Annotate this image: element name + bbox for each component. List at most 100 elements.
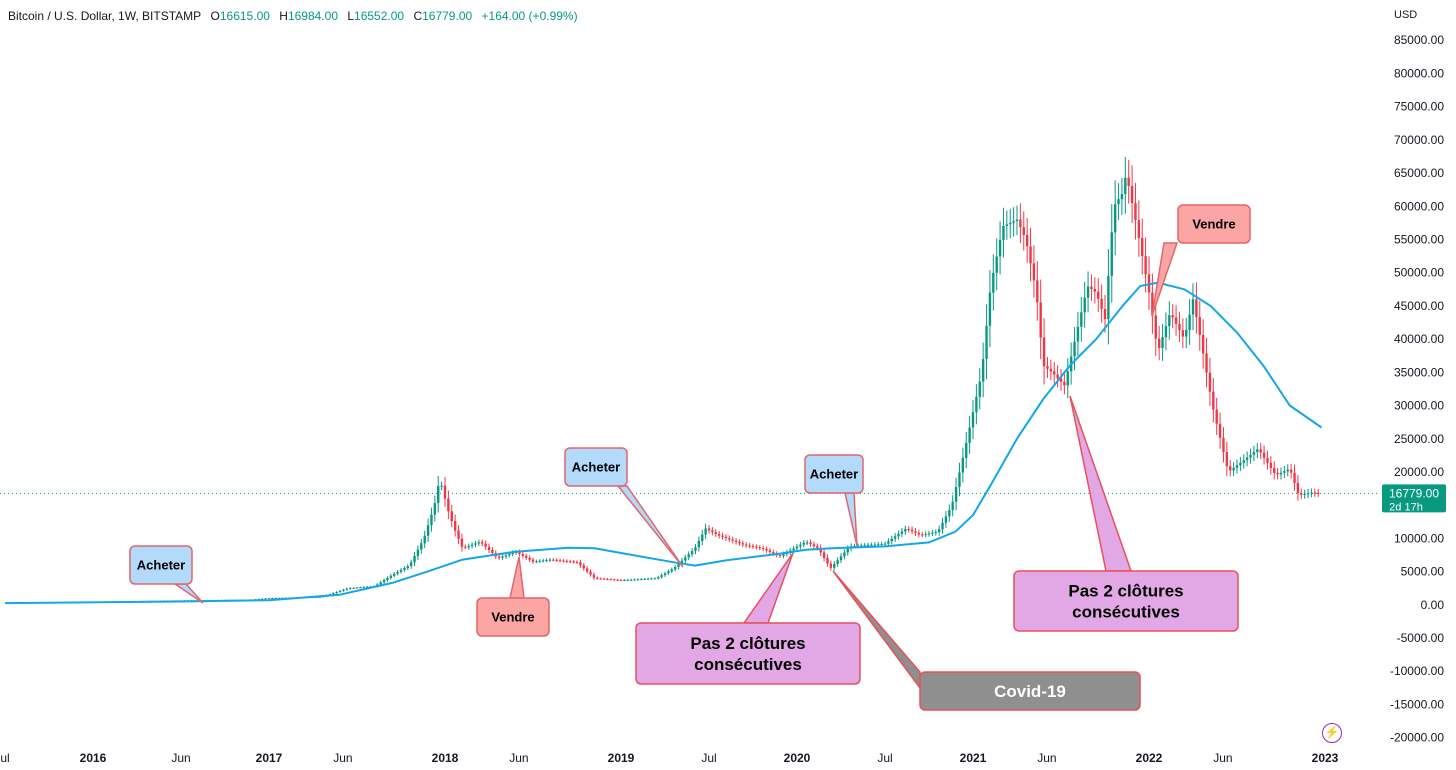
candle-body <box>792 548 795 551</box>
candle-body <box>477 542 481 544</box>
candle-body <box>1171 315 1174 318</box>
candle-body <box>589 571 592 575</box>
annotation-sell: Vendre <box>1151 204 1251 317</box>
candle-body <box>992 272 995 293</box>
x-tick-label: 2017 <box>256 751 283 765</box>
annotation-buy: Acheter <box>564 447 684 568</box>
candle-body <box>1141 237 1144 257</box>
currency-label: USD <box>1394 9 1418 21</box>
candle-body <box>525 555 528 558</box>
y-tick-label: 20000.00 <box>1394 465 1444 479</box>
candle-body <box>917 532 921 535</box>
candle-body <box>653 578 657 580</box>
candle-body <box>501 556 504 558</box>
candle-body <box>684 557 687 561</box>
annotation-pointer <box>509 556 525 599</box>
candle-body <box>745 544 748 546</box>
lightning-icon[interactable]: ⚡ <box>1322 723 1342 743</box>
candle-body <box>1188 314 1191 330</box>
candle-body <box>1174 317 1178 324</box>
candle-body <box>1117 199 1120 205</box>
candle-body <box>680 560 684 564</box>
candle-body <box>1093 289 1097 292</box>
annotation-pointer <box>844 492 858 547</box>
candle-body <box>349 588 352 590</box>
candle-body <box>1313 492 1317 494</box>
candle-body <box>1201 335 1205 354</box>
candle-body <box>965 442 968 458</box>
candle-body <box>985 325 988 360</box>
candle-body <box>751 546 755 548</box>
candle-body <box>409 562 413 567</box>
candle-body <box>629 579 633 581</box>
y-tick-label: -15000.00 <box>1390 697 1444 711</box>
candle-body <box>1012 221 1015 223</box>
annotation-pointer <box>742 552 794 624</box>
open-label: O <box>210 9 220 23</box>
candle-body <box>687 554 690 558</box>
x-tick-label: Jun <box>171 751 190 765</box>
candle-body <box>552 559 555 561</box>
candle-body <box>690 551 694 555</box>
candle-body <box>1252 452 1256 455</box>
candle-body <box>636 579 640 581</box>
candle-body <box>657 577 660 579</box>
annotation-box <box>635 622 861 685</box>
candle-body <box>694 547 697 552</box>
candle-body <box>1178 323 1181 331</box>
candle-body <box>1137 220 1141 238</box>
candle-body <box>1029 246 1032 264</box>
candle-body <box>393 573 396 576</box>
candle-body <box>413 556 416 563</box>
x-tick-label: 2023 <box>1312 751 1339 765</box>
candle-body <box>623 580 626 582</box>
candle-body <box>1019 219 1022 228</box>
candle-body <box>1303 493 1306 495</box>
candle-body <box>755 546 758 548</box>
candle-body <box>1283 471 1286 473</box>
candle-body <box>545 560 548 562</box>
y-tick-label: 70000.00 <box>1394 133 1444 147</box>
annotation-box <box>129 545 193 585</box>
candle-body <box>873 544 877 546</box>
candle-body <box>440 485 443 487</box>
candle-body <box>951 501 954 511</box>
candle-body <box>1080 312 1083 327</box>
candle-body <box>877 544 880 546</box>
close-value: 16779.00 <box>422 9 473 23</box>
candle-body <box>843 552 846 557</box>
candle-body <box>640 579 643 581</box>
x-tick-label: Jun <box>1037 751 1056 765</box>
candle-body <box>961 457 965 473</box>
candle-body <box>264 598 267 600</box>
candle-body <box>1144 256 1147 275</box>
x-tick-label: Jul <box>877 751 892 765</box>
candle-body <box>1022 227 1025 235</box>
candle-body <box>799 544 802 547</box>
candle-body <box>274 597 277 599</box>
candle-body <box>890 538 893 542</box>
candle-body <box>511 552 514 554</box>
candle-body <box>575 561 579 563</box>
candle-body <box>528 557 531 560</box>
annotation-pointer <box>1151 242 1179 317</box>
candle-body <box>572 561 575 563</box>
candle-body <box>728 538 731 540</box>
symbol-header: Bitcoin / U.S. Dollar, 1W, BITSTAMP O166… <box>8 9 584 23</box>
candle-body <box>1266 457 1269 463</box>
x-tick-label: 2019 <box>608 751 635 765</box>
candle-body <box>1218 423 1222 438</box>
candle-body <box>975 396 978 413</box>
candle-body <box>1066 371 1069 386</box>
candle-body <box>261 598 264 600</box>
candle-body <box>318 596 321 598</box>
symbol-title: Bitcoin / U.S. Dollar, 1W, BITSTAMP <box>8 9 202 23</box>
candle-body <box>954 487 958 502</box>
low-value: 16552.00 <box>354 9 405 23</box>
candle-body <box>332 593 335 595</box>
candle-body <box>365 586 369 588</box>
candle-body <box>1198 317 1201 336</box>
candles <box>7 156 1320 604</box>
y-tick-label: 55000.00 <box>1394 232 1444 246</box>
